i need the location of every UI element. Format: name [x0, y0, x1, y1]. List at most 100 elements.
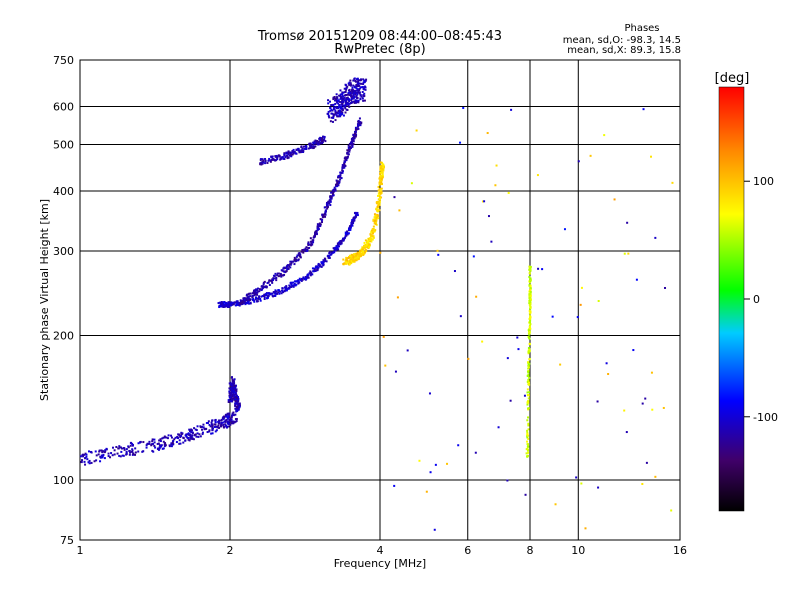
data-point — [318, 143, 321, 146]
data-point — [350, 95, 353, 98]
data-point — [347, 257, 350, 260]
data-point — [353, 259, 356, 262]
data-point — [650, 371, 653, 374]
data-point — [263, 296, 266, 299]
data-point — [333, 186, 336, 189]
data-point — [346, 108, 349, 111]
data-point — [274, 272, 277, 275]
data-point — [339, 242, 342, 245]
data-point — [367, 239, 370, 242]
x-tick-label: 2 — [227, 544, 234, 557]
data-point — [237, 397, 240, 400]
data-point — [85, 455, 88, 458]
data-point — [276, 292, 279, 295]
data-point — [527, 401, 530, 404]
data-point — [528, 362, 531, 365]
data-point — [354, 90, 357, 93]
data-point — [119, 446, 122, 449]
data-point — [352, 136, 355, 139]
data-point — [309, 237, 312, 240]
data-point — [217, 424, 220, 427]
data-point — [344, 111, 347, 114]
data-point — [352, 138, 355, 141]
data-point — [355, 84, 358, 87]
data-point — [359, 97, 362, 100]
data-point — [353, 253, 356, 256]
data-point — [210, 432, 213, 435]
data-point — [210, 421, 213, 424]
data-point — [527, 371, 530, 374]
data-point — [376, 213, 379, 216]
x-tick-label: 16 — [673, 544, 687, 557]
data-point — [341, 101, 344, 104]
y-tick-label: 750 — [53, 54, 74, 67]
data-point — [348, 83, 351, 86]
data-point — [353, 256, 356, 259]
data-point — [641, 482, 644, 485]
data-point — [309, 143, 312, 146]
data-point — [382, 163, 385, 166]
data-point — [226, 417, 229, 420]
data-point — [276, 274, 279, 277]
data-point — [332, 191, 335, 194]
data-point — [329, 107, 332, 110]
data-point — [339, 113, 342, 116]
data-point — [349, 227, 352, 230]
data-point — [117, 447, 120, 450]
data-point — [378, 200, 381, 203]
data-point — [228, 413, 231, 416]
data-point — [328, 250, 331, 253]
data-point — [377, 194, 380, 197]
data-point — [359, 79, 362, 82]
data-point — [377, 189, 380, 192]
data-point — [351, 137, 354, 140]
data-point — [249, 292, 252, 295]
data-point — [371, 232, 374, 235]
data-point — [84, 463, 87, 466]
data-point — [333, 96, 336, 99]
data-point — [378, 191, 381, 194]
data-point — [150, 444, 153, 447]
data-point — [361, 250, 364, 253]
data-point — [233, 384, 236, 387]
data-point — [322, 264, 325, 267]
data-point — [330, 197, 333, 200]
data-point — [107, 452, 110, 455]
data-point — [97, 453, 100, 456]
data-point — [280, 275, 283, 278]
data-point — [335, 248, 338, 251]
data-point — [148, 442, 151, 445]
data-point — [355, 97, 358, 100]
data-point — [524, 493, 527, 496]
data-point — [270, 155, 273, 158]
data-point — [346, 232, 349, 235]
data-point — [342, 91, 345, 94]
data-point — [635, 278, 638, 281]
data-point — [356, 88, 359, 91]
data-point — [195, 435, 198, 438]
data-point — [238, 406, 241, 409]
data-point — [323, 137, 326, 140]
data-point — [357, 254, 360, 257]
data-point — [528, 332, 531, 335]
data-point — [290, 282, 293, 285]
data-point — [528, 265, 531, 268]
data-point — [277, 272, 280, 275]
data-point — [350, 98, 353, 101]
data-point — [131, 450, 134, 453]
data-point — [373, 216, 376, 219]
data-point — [330, 196, 333, 199]
data-point — [313, 145, 316, 148]
data-point — [345, 97, 348, 100]
data-point — [290, 283, 293, 286]
data-point — [232, 389, 235, 392]
data-point — [215, 429, 218, 432]
data-point — [81, 453, 84, 456]
data-point — [335, 96, 338, 99]
data-point — [339, 176, 342, 179]
data-point — [528, 281, 531, 284]
data-point — [528, 336, 531, 339]
data-point — [338, 181, 341, 184]
y-tick-label: 400 — [53, 185, 74, 198]
data-point — [230, 420, 233, 423]
